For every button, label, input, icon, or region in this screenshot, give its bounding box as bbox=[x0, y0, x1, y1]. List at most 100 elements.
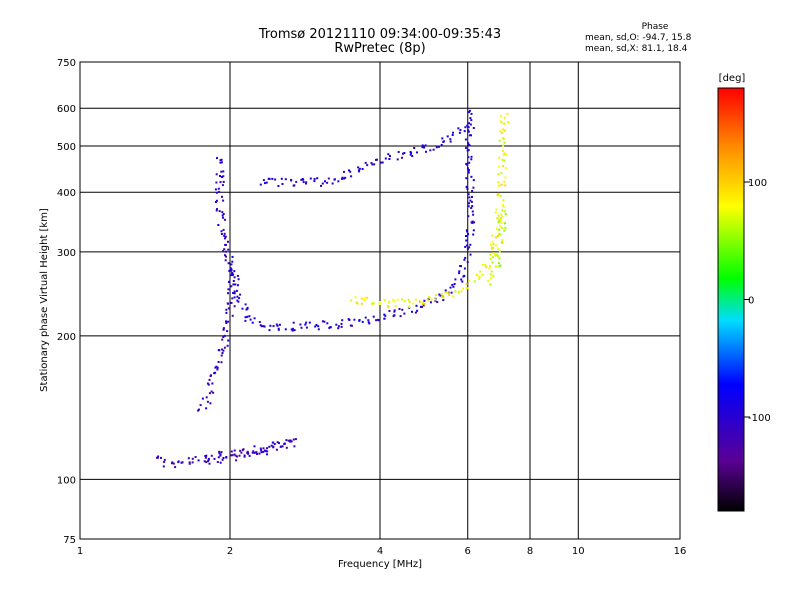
data-point bbox=[407, 298, 410, 301]
data-point bbox=[222, 457, 225, 459]
data-point bbox=[266, 453, 268, 456]
data-point bbox=[366, 164, 369, 167]
data-point bbox=[448, 294, 451, 297]
phase-x-line: mean, sd,X: 81.1, 18.4 bbox=[585, 44, 688, 54]
data-point bbox=[488, 265, 491, 267]
data-point bbox=[299, 323, 302, 326]
data-point bbox=[497, 181, 500, 184]
data-point bbox=[305, 326, 308, 329]
data-point bbox=[498, 257, 501, 260]
data-point bbox=[230, 274, 232, 277]
data-point bbox=[236, 299, 239, 302]
data-point bbox=[215, 209, 218, 212]
data-point bbox=[217, 187, 220, 190]
data-point bbox=[221, 348, 224, 351]
data-point bbox=[466, 230, 469, 233]
data-point bbox=[293, 184, 296, 187]
data-point bbox=[289, 440, 292, 443]
data-point bbox=[468, 196, 471, 199]
data-point bbox=[370, 162, 373, 165]
data-point bbox=[503, 142, 506, 144]
data-point bbox=[300, 326, 303, 329]
data-point bbox=[502, 128, 505, 131]
data-point bbox=[502, 199, 505, 202]
data-point bbox=[471, 222, 474, 224]
data-point bbox=[223, 248, 226, 251]
data-point bbox=[465, 235, 467, 237]
data-point bbox=[238, 454, 241, 457]
data-point bbox=[498, 139, 501, 142]
x-axis-label: Frequency [MHz] bbox=[338, 559, 422, 570]
data-point bbox=[503, 180, 506, 183]
data-point bbox=[363, 299, 365, 301]
data-point bbox=[215, 199, 218, 202]
data-point bbox=[292, 321, 295, 324]
y-tick-label: 100 bbox=[57, 475, 76, 486]
data-point bbox=[387, 153, 390, 156]
data-point bbox=[349, 170, 352, 173]
data-point bbox=[497, 220, 500, 223]
data-point bbox=[466, 124, 469, 127]
data-point bbox=[494, 265, 497, 268]
data-point bbox=[496, 217, 499, 220]
data-point bbox=[252, 450, 255, 453]
data-point bbox=[464, 256, 467, 259]
data-point bbox=[222, 328, 225, 331]
data-point bbox=[377, 318, 379, 321]
data-point bbox=[373, 163, 376, 166]
data-point bbox=[361, 320, 364, 323]
data-point bbox=[471, 220, 474, 223]
data-point bbox=[222, 199, 225, 202]
data-point bbox=[499, 130, 502, 133]
data-point bbox=[251, 321, 254, 324]
data-points bbox=[156, 109, 509, 469]
data-point bbox=[302, 178, 305, 181]
data-point bbox=[468, 246, 471, 249]
data-point bbox=[269, 324, 272, 327]
data-point bbox=[220, 451, 223, 454]
data-point bbox=[360, 297, 363, 300]
data-point bbox=[313, 180, 316, 183]
phase-heading: Phase bbox=[641, 22, 669, 32]
data-point bbox=[438, 293, 441, 296]
data-point bbox=[470, 112, 473, 115]
data-point bbox=[221, 176, 223, 178]
data-point bbox=[236, 455, 238, 458]
data-point bbox=[191, 457, 194, 460]
data-point bbox=[246, 315, 249, 318]
data-point bbox=[177, 461, 180, 464]
data-point bbox=[470, 134, 472, 137]
data-point bbox=[372, 315, 375, 318]
data-point bbox=[180, 461, 183, 464]
colorbar-tick-label: 100 bbox=[748, 178, 767, 189]
data-point bbox=[221, 184, 224, 187]
data-point bbox=[438, 145, 440, 148]
chart-subtitle: RwPretec (8p) bbox=[334, 41, 426, 56]
data-point bbox=[465, 239, 468, 242]
data-point bbox=[386, 305, 389, 307]
data-point bbox=[320, 184, 322, 187]
data-point bbox=[227, 307, 230, 310]
data-point bbox=[361, 168, 364, 170]
data-point bbox=[280, 177, 283, 180]
data-point bbox=[501, 158, 504, 161]
data-point bbox=[470, 207, 473, 209]
data-point bbox=[205, 461, 208, 464]
data-point bbox=[214, 188, 217, 191]
data-point bbox=[451, 284, 454, 286]
data-point bbox=[488, 267, 491, 270]
data-point bbox=[268, 177, 271, 180]
data-point bbox=[452, 131, 454, 134]
data-point bbox=[218, 452, 221, 455]
data-point bbox=[472, 179, 475, 182]
data-point bbox=[222, 175, 225, 178]
data-point bbox=[215, 173, 218, 176]
data-point bbox=[401, 298, 404, 301]
data-point bbox=[225, 255, 227, 258]
data-point bbox=[231, 260, 234, 263]
data-point bbox=[233, 270, 236, 273]
grid-lines bbox=[80, 62, 680, 539]
data-point bbox=[501, 238, 504, 241]
data-point bbox=[233, 292, 236, 295]
data-point bbox=[198, 408, 200, 411]
